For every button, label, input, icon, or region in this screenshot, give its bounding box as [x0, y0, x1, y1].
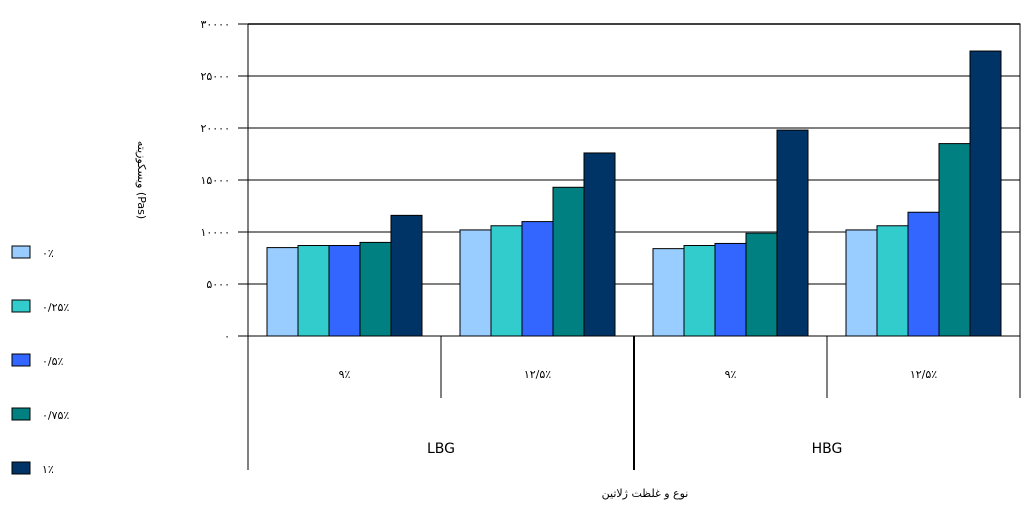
- y-tick-label: ۰: [224, 330, 230, 343]
- legend: ۰٪ ۰/۲۵٪ ۰/۵٪ ۰/۷۵٪ ۱٪: [11, 245, 69, 476]
- y-tick-label: ۱۰۰۰۰: [200, 226, 230, 239]
- bar: [583, 152, 616, 337]
- x-group-label: HBG: [812, 441, 843, 457]
- legend-label: ۱٪: [42, 463, 54, 476]
- bar: [459, 229, 492, 337]
- y-axis-title: ویسکوزیته (Pas): [135, 141, 148, 219]
- legend-swatch: [11, 299, 31, 313]
- legend-label: ۰/۵٪: [42, 355, 64, 368]
- x-category-label: ۹٪: [339, 368, 351, 381]
- legend-swatch: [11, 245, 31, 259]
- bar: [714, 242, 747, 337]
- bar: [876, 225, 909, 337]
- bar: [521, 221, 554, 337]
- bar: [683, 245, 716, 337]
- x-category-label: ۱۲/۵٪: [524, 368, 551, 381]
- bar: [359, 241, 392, 337]
- y-axis-ticks: ۰ ۵۰۰۰ ۱۰۰۰۰ ۱۵۰۰۰ ۲۰۰۰۰ ۲۵۰۰۰ ۳۰۰۰۰: [200, 18, 248, 343]
- bar: [776, 129, 809, 337]
- bar: [328, 245, 361, 337]
- bar: [907, 211, 940, 337]
- bar: [938, 143, 971, 337]
- bar: [552, 186, 585, 337]
- x-axis-title: نوع و غلظت ژلاتین: [602, 487, 689, 500]
- bar: [490, 225, 523, 337]
- y-tick-label: ۵۰۰۰: [206, 278, 230, 291]
- x-category-label: ۱۲/۵٪: [910, 368, 937, 381]
- x-category-label: ۹٪: [725, 368, 737, 381]
- bar: [969, 50, 1002, 337]
- legend-swatch: [11, 461, 31, 475]
- legend-swatch: [11, 353, 31, 367]
- legend-label: ۰/۲۵٪: [42, 301, 69, 314]
- y-tick-label: ۱۵۰۰۰: [200, 174, 230, 187]
- legend-swatch: [11, 407, 31, 421]
- y-tick-label: ۲۰۰۰۰: [200, 122, 230, 135]
- x-axis-categories: ۹٪ ۱۲/۵٪ ۹٪ ۱۲/۵٪: [339, 368, 938, 381]
- bar: [652, 248, 685, 337]
- legend-label: ۰/۷۵٪: [42, 409, 69, 422]
- bar: [745, 232, 778, 337]
- bar: [845, 229, 878, 337]
- y-tick-label: ۲۵۰۰۰: [200, 70, 230, 83]
- x-axis-groups: LBG HBG: [427, 441, 842, 457]
- x-group-label: LBG: [427, 441, 455, 457]
- legend-label: ۰٪: [42, 247, 54, 260]
- bar: [266, 247, 299, 337]
- y-tick-label: ۳۰۰۰۰: [200, 18, 230, 31]
- bars: [266, 50, 1002, 337]
- bar: [390, 214, 423, 337]
- bar: [297, 245, 330, 337]
